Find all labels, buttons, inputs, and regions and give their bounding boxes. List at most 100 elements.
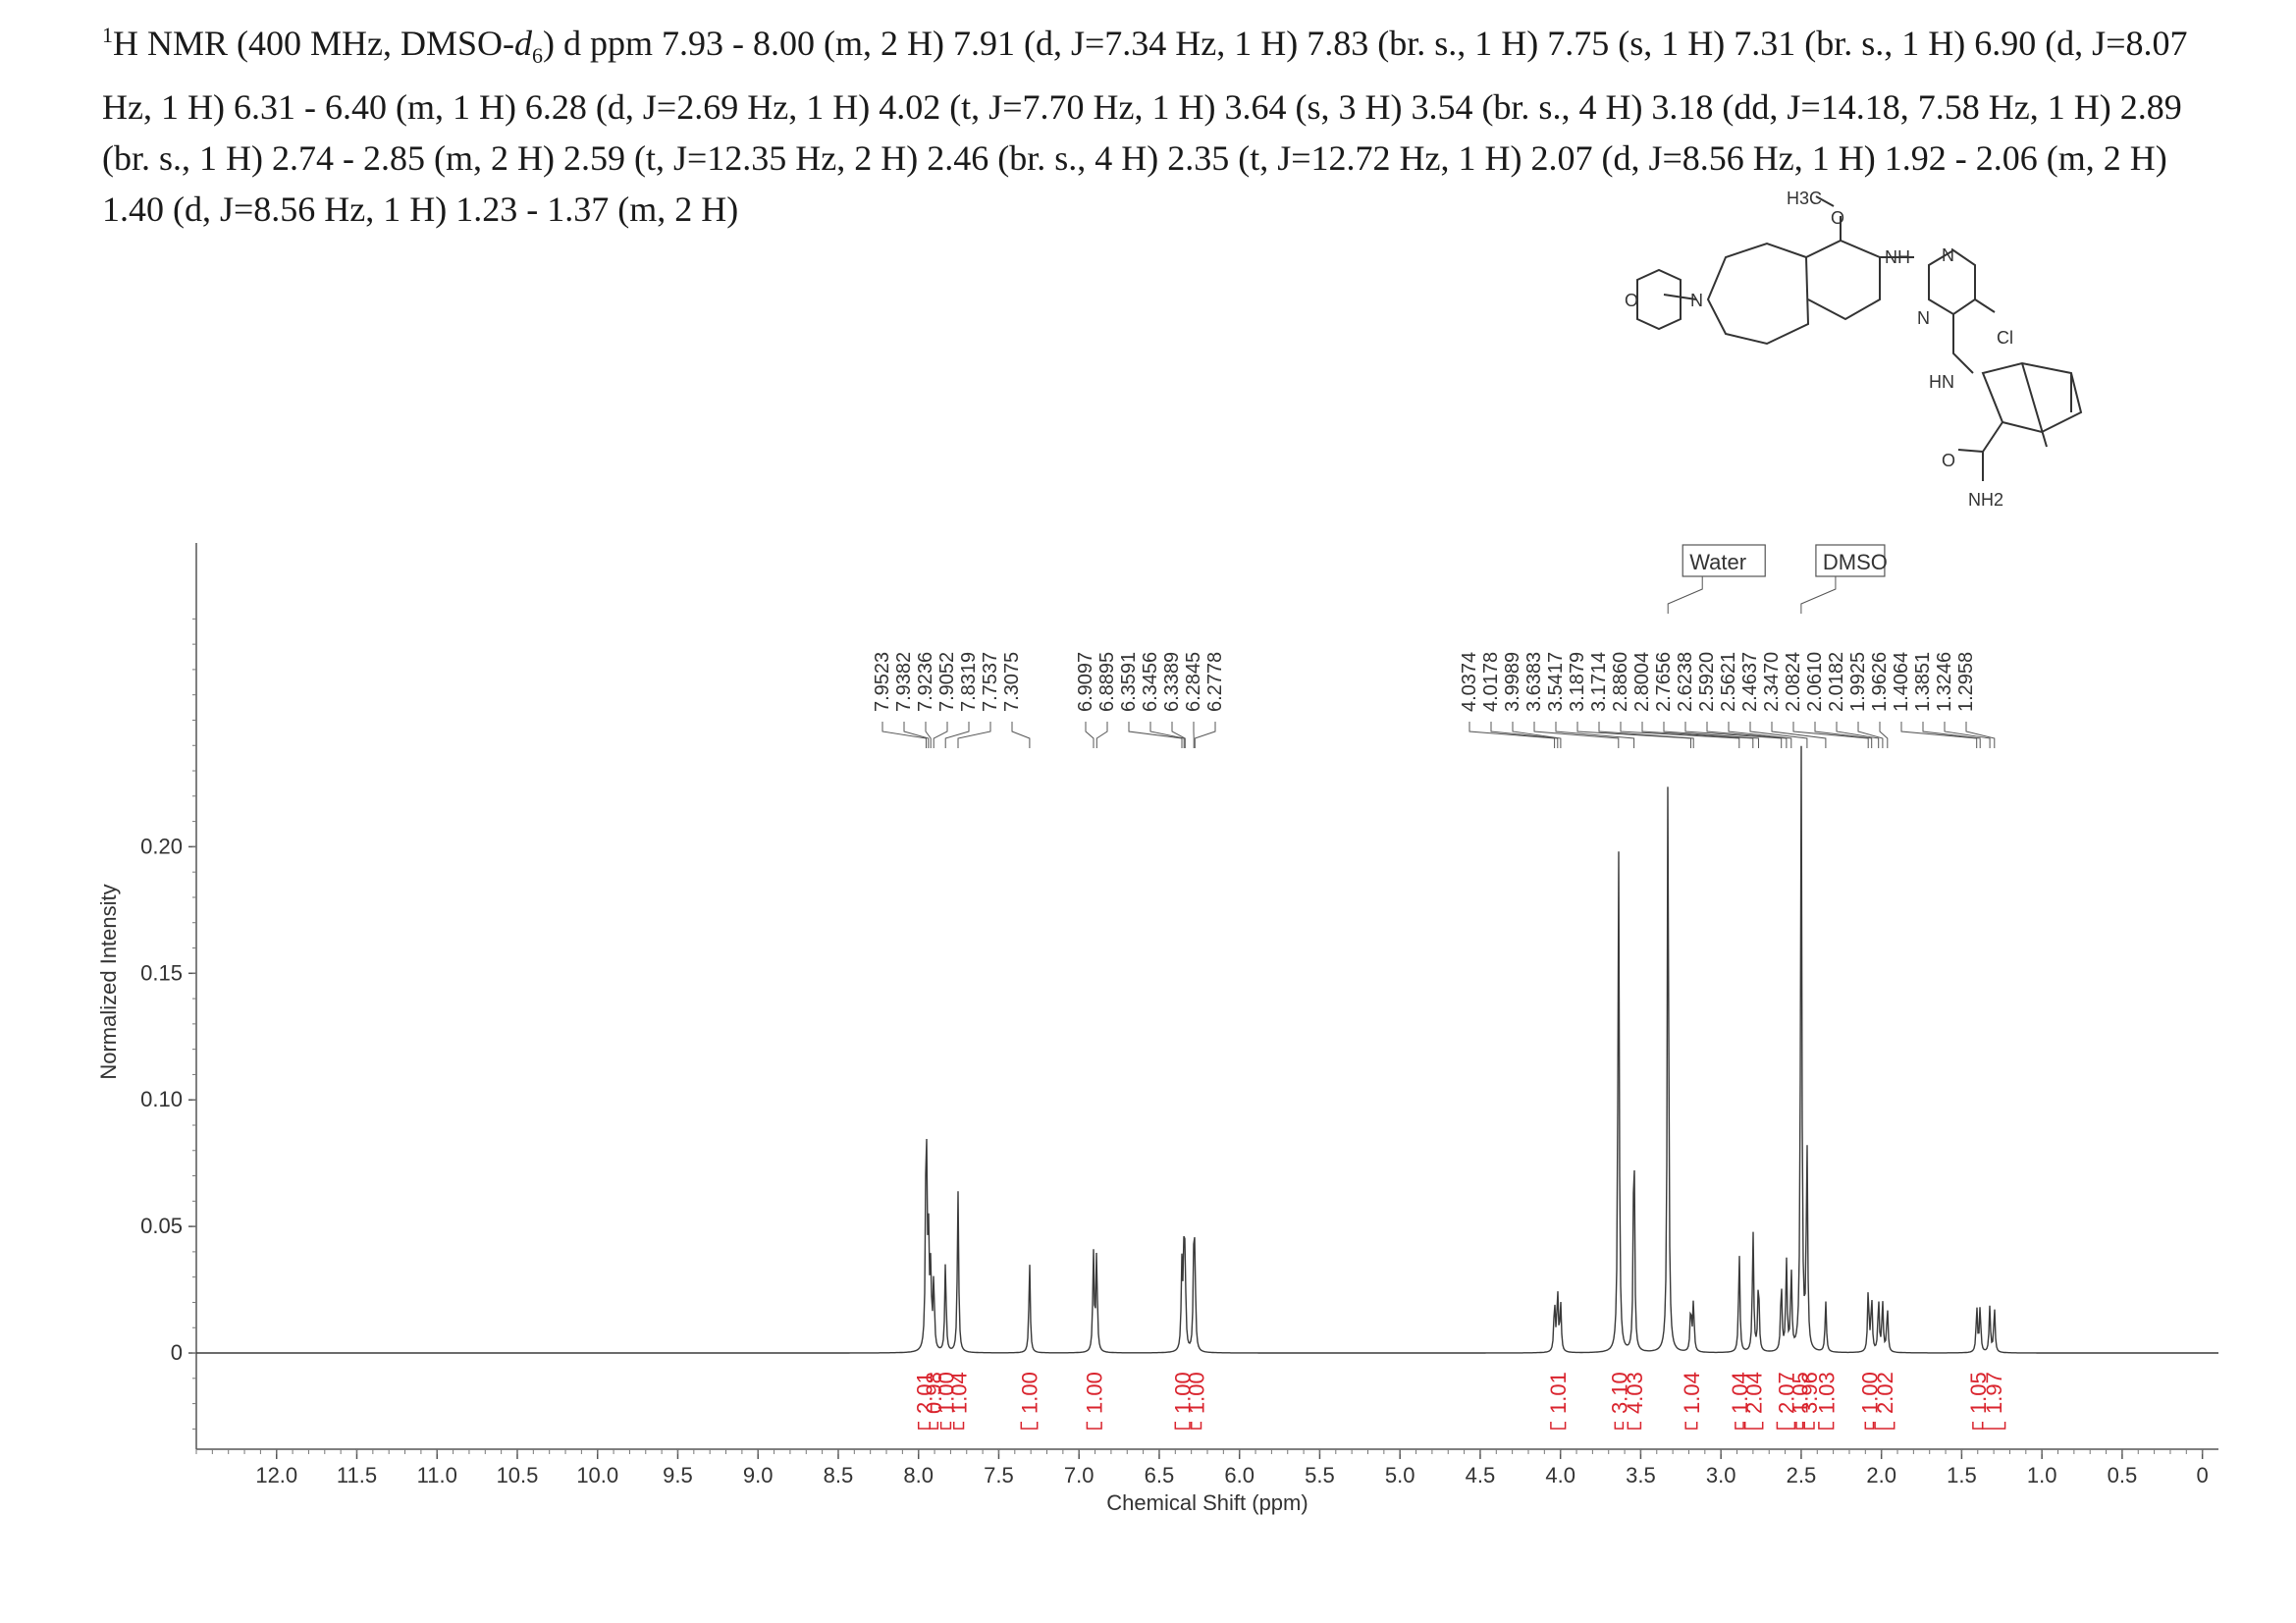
- integral-bracket: [1174, 1422, 1191, 1430]
- peak-label-connector: [925, 722, 932, 748]
- integral-value: 1.00: [934, 1372, 959, 1414]
- integral-bracket: [1874, 1422, 1896, 1430]
- integral-value: 1.97: [1982, 1372, 2006, 1414]
- label-chloro: Cl: [1997, 328, 2013, 348]
- peak-label-connector: [944, 722, 970, 748]
- integral-bracket: [952, 1422, 965, 1430]
- peak-label-connector: [1555, 722, 1635, 748]
- integral-value: 1.00: [1185, 1372, 1209, 1414]
- solvent-annotations: Water DMSO: [1667, 544, 1888, 614]
- chemical-structure: H3C O O N NH N N Cl HN O NH2: [1625, 189, 2083, 510]
- spectrum-line: [196, 745, 2218, 1354]
- peak-label-connector: [1771, 722, 1827, 748]
- integral-value: 3.96: [1797, 1372, 1822, 1414]
- x-tick-label: 7.0: [1064, 1463, 1095, 1488]
- peak-label-connector: [1944, 722, 1991, 748]
- caption-text-2: ) d ppm 7.93 - 8.00 (m, 2 H) 7.91 (d, J=…: [102, 24, 2188, 230]
- peak-label-connector: [933, 722, 948, 748]
- peak-label-connector: [1663, 722, 1759, 748]
- integral-bracket: [1972, 1422, 1984, 1430]
- integral-bracket: [939, 1422, 952, 1430]
- annotation-box: [1682, 544, 1766, 577]
- x-tick-label: 6.0: [1224, 1463, 1255, 1488]
- peak-label-connector: [1512, 722, 1562, 748]
- peak-label: 1.3851: [1912, 652, 1934, 712]
- peak-label: 7.9382: [893, 652, 915, 712]
- y-ticks: 0 0.05 0.10 0.15 0.20: [140, 618, 196, 1430]
- integral-bracket: [1684, 1422, 1698, 1430]
- integral-bracket: [1614, 1422, 1625, 1430]
- annotation-pointer: [1667, 576, 1703, 614]
- annotation-box: [1815, 544, 1886, 577]
- integral-bracket: [1190, 1422, 1202, 1430]
- annotation-label: Water: [1689, 550, 1746, 574]
- integral-bracket: [1803, 1422, 1815, 1430]
- peak-label-connector: [1194, 722, 1216, 748]
- integral-value: 1.00: [1083, 1372, 1107, 1414]
- x-tick-label: 5.0: [1385, 1463, 1415, 1488]
- x-tick-label: 8.5: [824, 1463, 854, 1488]
- peak-label-connector: [1706, 722, 1788, 748]
- integral-bracket: [1020, 1422, 1039, 1430]
- x-tick-label: 4.5: [1466, 1463, 1496, 1488]
- integral-bracket: [1776, 1422, 1796, 1430]
- peak-label: 7.7537: [980, 652, 1001, 712]
- label-nh-2: HN: [1929, 372, 1954, 392]
- amide-bond: [1957, 421, 2003, 481]
- peak-label-connector: [1900, 722, 1978, 748]
- peak-label-connector: [1171, 722, 1186, 748]
- peak-label: 2.6238: [1675, 652, 1696, 712]
- x-tick-label: 6.5: [1145, 1463, 1175, 1488]
- integral-value: 2.07: [1774, 1372, 1798, 1414]
- methoxy-bond: [1815, 195, 1842, 241]
- integral-bracket: [1627, 1422, 1642, 1430]
- bicyclic-ring: [1981, 361, 2083, 448]
- integral-value: 2.01: [912, 1372, 936, 1414]
- peak-label-groups: 7.9523 7.9382 7.9236 7.9052 7.8319 7.7537 7.30…: [872, 652, 1996, 748]
- integral-bracket: [917, 1422, 931, 1430]
- y-axis-title: Normalized Intensity: [96, 884, 121, 1079]
- peak-label-connector: [1490, 722, 1559, 748]
- integral-value: 2.02: [1873, 1372, 1897, 1414]
- peak-label-connector: [1684, 722, 1783, 748]
- peak-label: 6.8895: [1096, 652, 1118, 712]
- peak-label-connector: [1598, 722, 1694, 748]
- x-tick-label: 9.5: [663, 1463, 693, 1488]
- integral-value: 1.00: [1857, 1372, 1882, 1414]
- peak-label: 7.3075: [1001, 652, 1023, 712]
- peak-label: 6.9097: [1075, 652, 1096, 712]
- morpholine-ring: [1636, 268, 1697, 331]
- peak-label-connector: [1857, 722, 1884, 748]
- peak-label: 4.0178: [1480, 652, 1502, 712]
- integral-bracket: [1550, 1422, 1567, 1430]
- peak-label-connector: [1620, 722, 1740, 748]
- peak-label-connector: [1085, 722, 1095, 748]
- y-tick-label: 0: [171, 1340, 183, 1365]
- integral-markers: 2.010.981.001.04 1.00 1.00 1.001.00 1.01 3.10…: [912, 1372, 2006, 1430]
- peak-label: 7.8319: [958, 652, 980, 712]
- integral-value: 1.00: [1171, 1372, 1196, 1414]
- peak-label-connector: [1792, 722, 1869, 748]
- benzene-ring: [1805, 239, 1881, 321]
- y-tick-label: 0.20: [140, 834, 183, 858]
- peak-label: 7.9052: [936, 652, 958, 712]
- label-methyl: H3C: [1787, 189, 1822, 208]
- caption-superscript: 1: [102, 23, 113, 47]
- peak-label-connector: [881, 722, 927, 748]
- integral-bracket: [1086, 1422, 1102, 1430]
- peak-label: 3.1714: [1588, 652, 1610, 712]
- peak-label-connector: [1011, 722, 1031, 748]
- nmr-caption: 1H NMR (400 MHz, DMSO-d6) d ppm 7.93 - 8…: [102, 10, 2222, 235]
- x-tick-label: 4.0: [1545, 1463, 1575, 1488]
- peak-label: 2.3470: [1761, 652, 1783, 712]
- integral-bracket: [1864, 1422, 1875, 1430]
- peak-label: 2.5920: [1696, 652, 1718, 712]
- integral-bracket: [1818, 1422, 1835, 1430]
- integral-bracket: [1743, 1422, 1764, 1430]
- integral-value: 1.05: [1788, 1372, 1812, 1414]
- peak-label: 1.9925: [1847, 652, 1869, 712]
- x-tick-label: 9.0: [743, 1463, 774, 1488]
- integral-bracket: [1795, 1422, 1804, 1430]
- peak-label-connector: [1749, 722, 1808, 748]
- integral-value: 1.05: [1966, 1372, 1991, 1414]
